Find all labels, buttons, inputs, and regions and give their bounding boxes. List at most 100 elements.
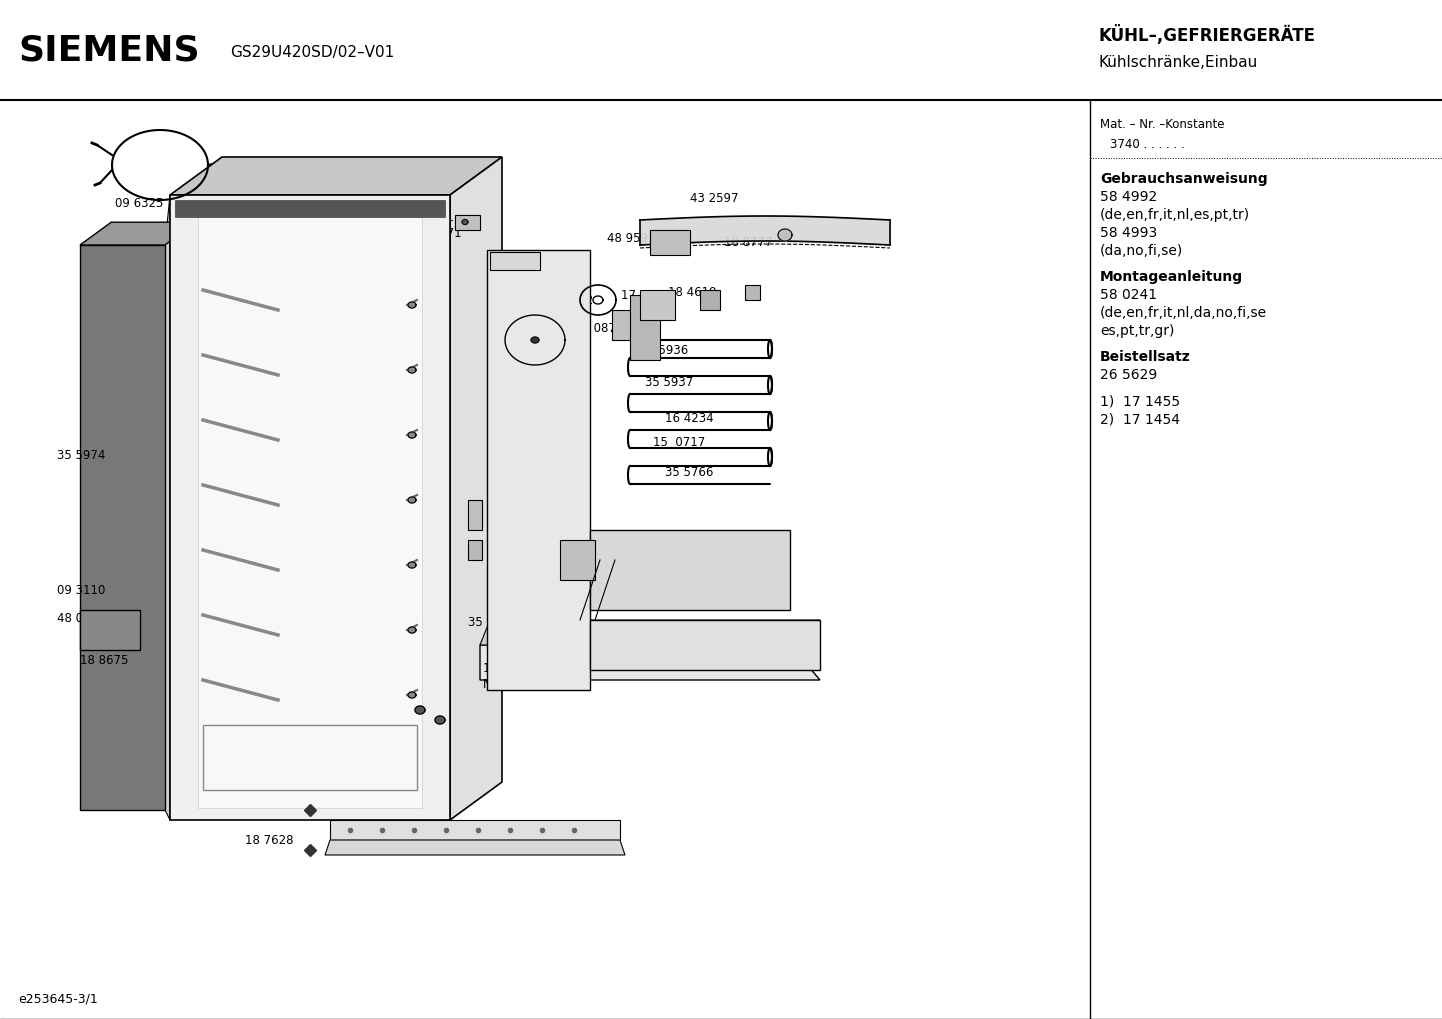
Text: Mat. – Nr. –Konstante: Mat. – Nr. –Konstante	[1100, 118, 1224, 131]
Text: 2): 2)	[368, 557, 379, 567]
Polygon shape	[408, 367, 415, 373]
Text: 3740 . . . . . .: 3740 . . . . . .	[1110, 138, 1185, 151]
Text: Gebrauchsanweisung: Gebrauchsanweisung	[1100, 172, 1268, 186]
Polygon shape	[469, 540, 482, 560]
Polygon shape	[611, 310, 640, 340]
Text: Montageanleitung: Montageanleitung	[1100, 270, 1243, 284]
Text: 09 6325: 09 6325	[115, 197, 163, 210]
Text: 35 5937: 35 5937	[645, 375, 694, 388]
Text: 58 4993: 58 4993	[1100, 226, 1158, 240]
Polygon shape	[79, 245, 164, 810]
Text: (da,no,fi,se): (da,no,fi,se)	[1100, 244, 1184, 258]
Text: 36 5513: 36 5513	[340, 809, 388, 822]
Text: 17 0769: 17 0769	[363, 611, 411, 625]
Text: e253645-3/1: e253645-3/1	[17, 993, 98, 1005]
Text: SIEMENS: SIEMENS	[17, 33, 199, 67]
Text: 18 8777: 18 8777	[724, 235, 773, 249]
Polygon shape	[408, 627, 415, 633]
Text: 16 8766: 16 8766	[355, 459, 404, 472]
Text: 48 0807: 48 0807	[58, 611, 105, 625]
Text: 48 9595: 48 9595	[607, 231, 655, 245]
Polygon shape	[408, 302, 415, 308]
Polygon shape	[480, 645, 820, 680]
Polygon shape	[590, 530, 790, 610]
Text: NTC: NTC	[483, 679, 506, 692]
Text: 1)  17 1455: 1) 17 1455	[1100, 394, 1180, 408]
Polygon shape	[435, 716, 446, 723]
Text: 18 8675: 18 8675	[79, 653, 128, 666]
Text: 16 9176: 16 9176	[355, 503, 404, 517]
Text: 2): 2)	[368, 360, 379, 370]
Text: Kühlschränke,Einbau: Kühlschränke,Einbau	[1097, 54, 1257, 69]
Polygon shape	[487, 250, 590, 690]
Text: 16 4234: 16 4234	[665, 412, 714, 425]
Polygon shape	[408, 497, 415, 503]
Polygon shape	[590, 620, 820, 671]
Polygon shape	[408, 692, 415, 698]
Text: 48 0873: 48 0873	[575, 322, 623, 334]
Text: 2): 2)	[368, 622, 379, 632]
Polygon shape	[408, 562, 415, 568]
Text: 17 0769: 17 0769	[215, 809, 264, 822]
Text: 35 5934: 35 5934	[469, 616, 516, 630]
Polygon shape	[640, 290, 675, 320]
Polygon shape	[490, 252, 539, 270]
Polygon shape	[170, 157, 502, 195]
Text: 01 5275: 01 5275	[372, 309, 421, 322]
Text: 17 0770: 17 0770	[371, 541, 418, 554]
Text: 16 4172: 16 4172	[483, 661, 532, 675]
Text: 18 7628: 18 7628	[245, 834, 294, 847]
Text: 1): 1)	[340, 430, 352, 440]
Text: 2)  17 1454: 2) 17 1454	[1100, 412, 1180, 426]
Text: 2): 2)	[368, 685, 379, 695]
Polygon shape	[450, 157, 502, 820]
Text: 2): 2)	[368, 425, 379, 435]
Polygon shape	[198, 217, 423, 808]
Text: es,pt,tr,gr): es,pt,tr,gr)	[1100, 324, 1174, 338]
Text: 17 0781: 17 0781	[174, 338, 224, 352]
Polygon shape	[415, 706, 425, 714]
Polygon shape	[408, 432, 415, 438]
Text: 36 1214: 36 1214	[399, 270, 448, 283]
Polygon shape	[559, 540, 596, 580]
Text: GS29U420SD/02–V01: GS29U420SD/02–V01	[231, 45, 394, 59]
Text: 35 5766: 35 5766	[665, 466, 714, 479]
Polygon shape	[324, 840, 624, 855]
Text: KÜHL–,GEFRIERGERÄTE: KÜHL–,GEFRIERGERÄTE	[1097, 25, 1315, 45]
Polygon shape	[456, 215, 480, 230]
Text: 26 5629: 26 5629	[1100, 368, 1158, 382]
Text: 05 8017: 05 8017	[534, 271, 581, 284]
Text: 17 0771: 17 0771	[412, 226, 461, 239]
Text: 09 3110: 09 3110	[58, 584, 105, 596]
Polygon shape	[170, 195, 450, 820]
Polygon shape	[531, 337, 539, 343]
Text: 2): 2)	[368, 492, 379, 502]
Polygon shape	[330, 820, 620, 840]
Text: 58 0241: 58 0241	[1100, 288, 1156, 302]
Polygon shape	[699, 290, 720, 310]
Text: 18 4619: 18 4619	[668, 285, 717, 299]
Text: 1): 1)	[340, 495, 352, 505]
Polygon shape	[79, 222, 196, 245]
Polygon shape	[174, 200, 446, 217]
Polygon shape	[630, 294, 660, 360]
Text: 15  0718: 15 0718	[503, 639, 555, 651]
Polygon shape	[480, 620, 820, 645]
Text: 15  0717: 15 0717	[653, 435, 705, 448]
Text: 1): 1)	[340, 625, 352, 635]
Polygon shape	[164, 195, 170, 820]
Text: 58 4992: 58 4992	[1100, 190, 1158, 204]
Polygon shape	[650, 230, 691, 255]
Polygon shape	[779, 229, 792, 242]
Text: (de,en,fr,it,nl,da,no,fi,se: (de,en,fr,it,nl,da,no,fi,se	[1100, 306, 1268, 320]
Text: 17 0773: 17 0773	[384, 589, 431, 601]
Text: 35 5936: 35 5936	[640, 343, 688, 357]
Polygon shape	[746, 285, 760, 300]
Text: (de,en,fr,it,nl,es,pt,tr): (de,en,fr,it,nl,es,pt,tr)	[1100, 208, 1250, 222]
Text: 43 2597: 43 2597	[691, 192, 738, 205]
Polygon shape	[461, 219, 469, 224]
Text: Beistellsatz: Beistellsatz	[1100, 350, 1191, 364]
Text: 17 5883: 17 5883	[622, 288, 669, 302]
Polygon shape	[469, 500, 482, 530]
Text: 48 0802: 48 0802	[545, 293, 593, 307]
